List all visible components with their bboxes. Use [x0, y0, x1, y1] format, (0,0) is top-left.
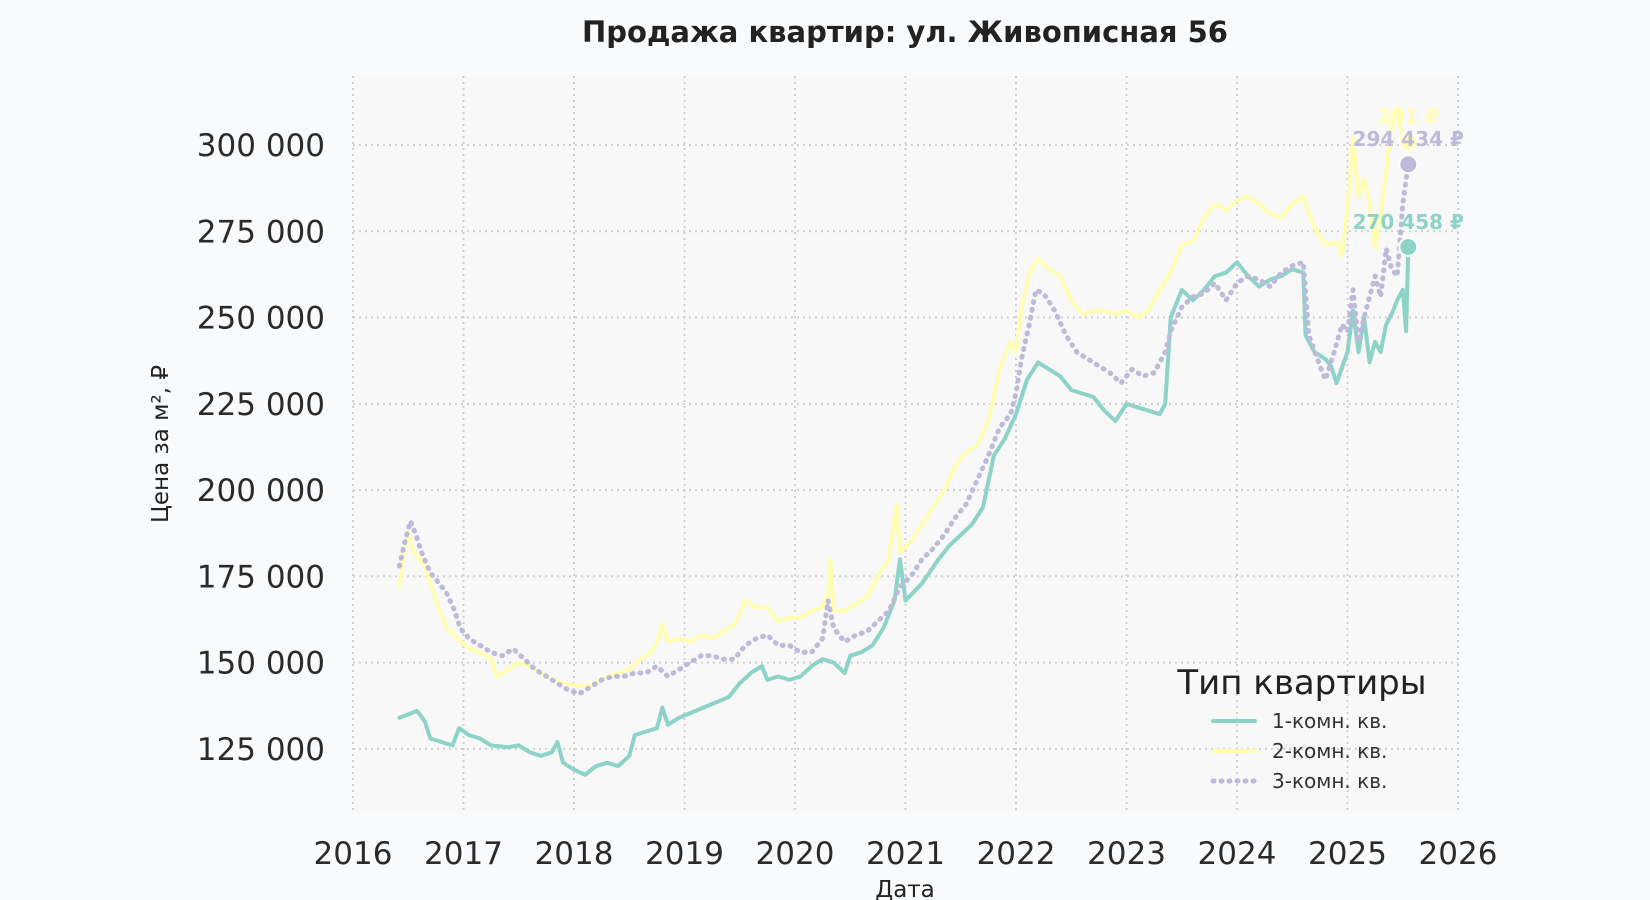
end-marker-1	[1398, 236, 1419, 257]
series-layer: 270 458 ₽ 301 ₽294 434 ₽	[396, 105, 1464, 777]
legend: Тип квартиры 1-комн. кв. 2-комн. кв. 3-ком…	[1176, 663, 1426, 793]
x-tick-label: 2026	[1419, 836, 1498, 872]
legend-items: 1-комн. кв. 2-комн. кв. 3-комн. кв.	[1210, 709, 1387, 793]
x-tick-label: 2023	[1087, 836, 1166, 872]
y-tick-label: 250 000	[197, 301, 325, 337]
x-axis-label: Дата	[875, 877, 935, 900]
x-tick-label: 2021	[866, 836, 945, 872]
y-tick-label: 300 000	[197, 128, 325, 164]
end-value-label-1: 270 458 ₽	[1353, 210, 1464, 234]
y-tick-label: 200 000	[197, 473, 325, 509]
y-axis-label: Цена за м², ₽	[148, 365, 174, 523]
legend-label-3: 3-комн. кв.	[1272, 769, 1387, 793]
x-tick-label: 2022	[977, 836, 1056, 872]
series-line-2	[397, 105, 1411, 689]
end-value-label-3: 294 434 ₽	[1353, 127, 1464, 151]
legend-title: Тип квартиры	[1176, 663, 1426, 703]
y-tick-label: 275 000	[197, 214, 325, 250]
x-tick-label: 2025	[1308, 836, 1387, 872]
y-tick-label: 125 000	[197, 732, 325, 768]
end-marker-2	[1398, 131, 1419, 152]
x-tick-label: 2017	[424, 836, 503, 872]
x-tick-label: 2020	[756, 836, 835, 872]
end-marker-3	[1398, 154, 1419, 175]
y-tick-label: 150 000	[197, 646, 325, 682]
legend-label-1: 1-комн. кв.	[1272, 709, 1387, 733]
legend-label-2: 2-комн. кв.	[1272, 739, 1387, 763]
end-value-label-2: 301 ₽	[1377, 105, 1440, 129]
y-tick-label: 175 000	[197, 559, 325, 595]
grid	[352, 76, 1459, 811]
y-tick-label: 225 000	[197, 387, 325, 423]
x-tick-label: 2019	[645, 836, 724, 872]
series-line-3	[396, 161, 1411, 697]
tick-labels: 2016 2017 2018 2019 2020 2021 2022 2023 2024 2025…	[197, 128, 1498, 872]
series-line-1	[397, 245, 1411, 777]
chart-title: Продажа квартир: ул. Живописная 56	[582, 15, 1228, 49]
x-tick-label: 2024	[1198, 836, 1277, 872]
x-tick-label: 2018	[535, 836, 614, 872]
x-tick-label: 2016	[314, 836, 393, 872]
